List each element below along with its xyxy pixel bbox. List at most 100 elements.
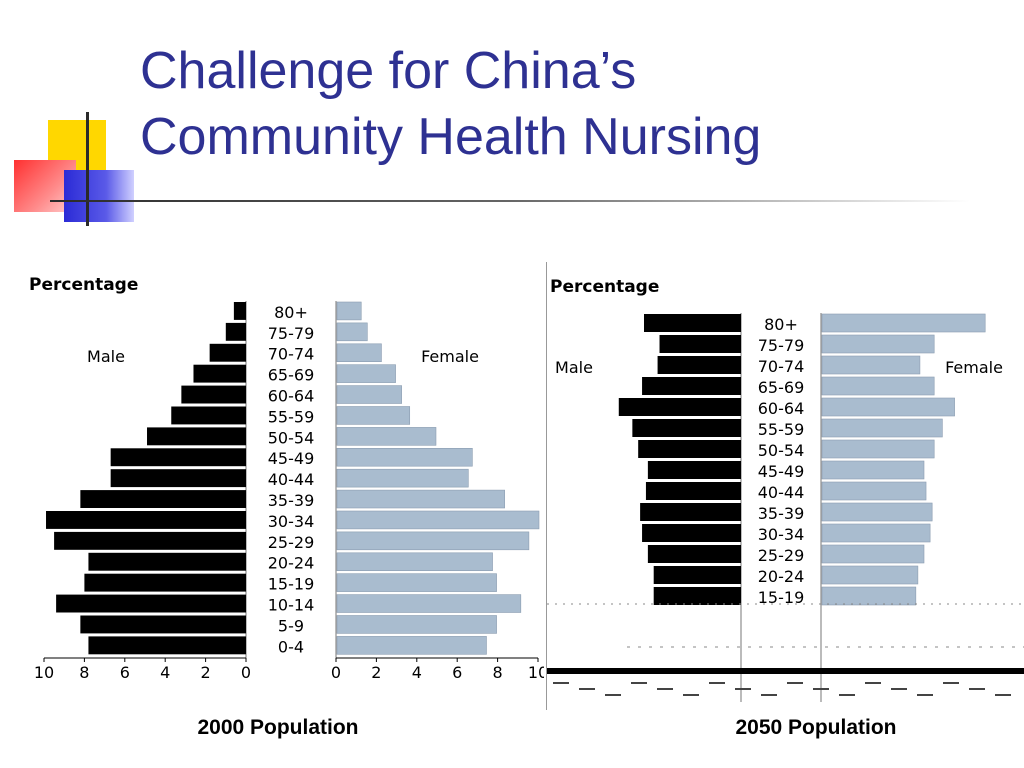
p2050-age-label-40-44: 40-44 <box>758 483 805 502</box>
p2050-age-label-75-79: 75-79 <box>758 336 805 355</box>
p2000-age-label-15-19: 15-19 <box>268 575 315 594</box>
p2000-female-label: Female <box>421 347 479 366</box>
p2050-female-label: Female <box>945 358 1003 377</box>
p2000-bar-female-70-74 <box>336 343 382 363</box>
p2000-bar-male-25-29 <box>54 531 246 550</box>
p2050-noise-mark <box>917 694 933 696</box>
p2000-axis-title: Percentage <box>29 275 138 295</box>
decor-vertical-line <box>86 112 89 226</box>
p2000-bar-female-0-4 <box>336 636 487 655</box>
p2050-noise-mark <box>709 682 725 684</box>
title-underline <box>50 200 970 202</box>
p2000-bar-male-5-9 <box>80 615 246 634</box>
p2050-bar-female-35-39 <box>821 502 933 522</box>
p2000-bar-male-20-24 <box>88 552 246 571</box>
p2000-male-label: Male <box>87 347 125 366</box>
p2050-noise-mark <box>839 694 855 696</box>
p2050-noise-mark <box>735 688 751 690</box>
p2000-age-label-50-54: 50-54 <box>268 428 315 447</box>
p2000-bar-female-5-9 <box>336 615 497 634</box>
p2000-age-label-75-79: 75-79 <box>268 324 315 343</box>
p2050-bar-male-75-79 <box>659 335 741 353</box>
p2000-age-label-10-14: 10-14 <box>268 596 315 615</box>
p2000-age-label-20-24: 20-24 <box>268 554 315 573</box>
p2050-bar-male-60-64 <box>618 398 741 416</box>
p2050-bar-female-40-44 <box>821 481 927 501</box>
p2000-bar-male-75-79 <box>225 322 246 341</box>
p2000-bar-female-40-44 <box>336 468 469 488</box>
p2000-male-tick-label-2: 2 <box>201 663 211 682</box>
p2000-bar-male-50-54 <box>147 427 246 446</box>
caption-2050: 2050 Population <box>735 716 897 739</box>
p2050-age-label-30-34: 30-34 <box>758 525 805 544</box>
p2050-bar-male-70-74 <box>657 356 741 374</box>
p2000-bar-male-70-74 <box>209 343 246 362</box>
p2050-age-label-35-39: 35-39 <box>758 504 805 523</box>
p2050-bar-male-55-59 <box>632 419 741 437</box>
p2000-age-label-5-9: 5-9 <box>278 616 304 635</box>
p2050-noise-mark <box>865 682 881 684</box>
slide-title-line2: Community Health Nursing <box>140 108 762 166</box>
p2050-age-label-70-74: 70-74 <box>758 357 805 376</box>
p2000-age-label-0-4: 0-4 <box>278 637 304 656</box>
p2050-age-label-50-54: 50-54 <box>758 441 805 460</box>
slide-title: Challenge for China’s Community Health N… <box>140 38 761 170</box>
p2000-female-tick-label-2: 2 <box>371 663 381 682</box>
p2000-bar-female-35-39 <box>336 489 505 509</box>
p2050-age-label-55-59: 55-59 <box>758 420 805 439</box>
p2000-bar-male-0-4 <box>88 636 246 655</box>
p2050-bar-male-40-44 <box>645 482 741 500</box>
p2000-bar-female-50-54 <box>336 427 437 446</box>
p2000-bar-female-30-34 <box>336 510 540 530</box>
p2050-bar-female-25-29 <box>821 544 925 564</box>
p2000-age-label-45-49: 45-49 <box>268 449 315 468</box>
p2050-noise-mark <box>943 682 959 684</box>
p2050-noise-mark <box>657 688 673 690</box>
p2000-male-tick-label-6: 6 <box>120 663 130 682</box>
p2000-female-tick-label-6: 6 <box>452 663 462 682</box>
p2050-bar-female-60-64 <box>821 397 955 417</box>
p2000-bar-female-20-24 <box>336 552 493 571</box>
p2000-age-label-80+: 80+ <box>274 303 308 322</box>
p2000-bar-male-10-14 <box>56 594 247 613</box>
p2050-age-label-20-24: 20-24 <box>758 567 805 586</box>
p2050-bar-female-45-49 <box>821 460 925 480</box>
p2050-bar-female-65-69 <box>821 376 935 396</box>
p2050-bar-male-50-54 <box>638 440 741 458</box>
p2050-noise-mark <box>631 682 647 684</box>
p2000-bar-male-30-34 <box>46 511 246 529</box>
p2050-noise-mark <box>969 688 985 690</box>
p2050-bar-female-20-24 <box>821 565 919 585</box>
p2000-bar-female-80+ <box>336 301 362 321</box>
p2050-noise-mark <box>605 694 621 696</box>
p2050-age-label-80+: 80+ <box>764 315 798 334</box>
p2050-age-label-25-29: 25-29 <box>758 546 805 565</box>
p2000-female-tick-label-0: 0 <box>331 663 341 682</box>
p2000-age-label-70-74: 70-74 <box>268 345 315 364</box>
p2000-bar-male-40-44 <box>110 469 246 488</box>
p2000-bar-female-45-49 <box>336 448 473 467</box>
p2000-bar-male-65-69 <box>193 364 246 383</box>
p2050-age-label-15-19: 15-19 <box>758 588 805 607</box>
p2050-bar-female-30-34 <box>821 523 931 543</box>
slide-title-line1: Challenge for China’s <box>140 42 637 100</box>
p2050-noise-mark <box>553 682 569 684</box>
p2050-noise-mark <box>761 694 777 696</box>
p2000-bar-male-55-59 <box>171 406 246 425</box>
p2000-bar-female-10-14 <box>336 594 522 613</box>
pyramid-2000-svg: Percentage Male Female 80+ 75-79 70-74 65-69 6 0… <box>29 275 548 682</box>
p2000-age-label-65-69: 65-69 <box>268 366 315 385</box>
p2000-bar-female-60-64 <box>336 385 402 404</box>
pyramid-2000-chart: Percentage Male Female 80+ 75-79 70-74 65-69 6 0… <box>24 262 548 682</box>
p2050-bar-female-75-79 <box>821 334 935 354</box>
p2050-bar-male-30-34 <box>642 524 741 542</box>
p2000-bar-female-75-79 <box>336 322 368 342</box>
p2050-age-label-45-49: 45-49 <box>758 462 805 481</box>
p2050-age-label-65-69: 65-69 <box>758 378 805 397</box>
p2050-bar-female-15-19 <box>821 586 917 606</box>
p2000-bar-female-15-19 <box>336 573 497 592</box>
p2000-male-tick-label-0: 0 <box>241 663 251 682</box>
p2050-age-label-60-64: 60-64 <box>758 399 805 418</box>
p2050-noise-mark <box>787 682 803 684</box>
p2050-noise-mark <box>995 694 1011 696</box>
